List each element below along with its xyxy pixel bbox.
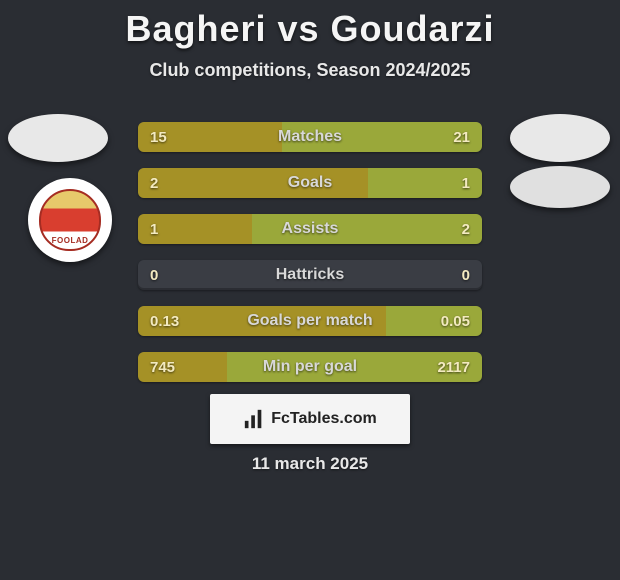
- stat-bar-right: [252, 214, 482, 244]
- stat-bar-left: [138, 122, 282, 152]
- subtitle: Club competitions, Season 2024/2025: [0, 60, 620, 81]
- stats-chart: 1521Matches 21Goals 12Assists 0 0Hattricks 0.…: [138, 122, 482, 398]
- stat-value-left: 0: [150, 260, 158, 290]
- player-left-avatar: [8, 114, 108, 162]
- stat-row: 21Goals: [138, 168, 482, 198]
- bars-icon: [243, 408, 265, 430]
- stat-bar-left: [138, 352, 227, 382]
- page-title: Bagheri vs Goudarzi: [0, 0, 620, 50]
- player-left-club-logo: FOOLAD: [28, 178, 112, 262]
- stat-bar-left: [138, 306, 386, 336]
- stat-value-right: 0: [462, 260, 470, 290]
- stat-bar-right: [386, 306, 482, 336]
- date-label: 11 march 2025: [0, 454, 620, 474]
- stat-row: 7452117Min per goal: [138, 352, 482, 382]
- stat-bar-right: [282, 122, 482, 152]
- player-right-avatar: [510, 114, 610, 162]
- branding-badge: FcTables.com: [210, 394, 410, 444]
- stat-bar-left: [138, 214, 252, 244]
- stat-bar-right: [227, 352, 482, 382]
- stat-bar-right: [368, 168, 482, 198]
- stat-bar-left: [138, 168, 368, 198]
- club-logo-text: FOOLAD: [41, 236, 99, 245]
- stat-label: Hattricks: [138, 260, 482, 290]
- branding-label: FcTables.com: [271, 410, 377, 428]
- stat-row: 0.130.05Goals per match: [138, 306, 482, 336]
- player-right-club-avatar: [510, 166, 610, 208]
- stat-row: 12Assists: [138, 214, 482, 244]
- stat-row: 0 0Hattricks: [138, 260, 482, 290]
- stat-row: 1521Matches: [138, 122, 482, 152]
